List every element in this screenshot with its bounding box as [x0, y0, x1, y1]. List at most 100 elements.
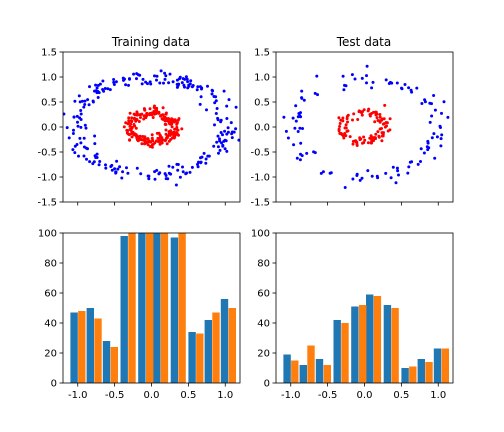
test-scatter-point [394, 181, 398, 185]
test-scatter-point [293, 126, 297, 130]
train-scatter-point [128, 111, 132, 115]
train-scatter-point [79, 141, 83, 145]
train-scatter-point [139, 138, 143, 142]
train-scatter-point [214, 95, 218, 99]
train-scatter-marks [63, 69, 240, 187]
test-hist-bar [409, 366, 417, 383]
test-scatter-point [403, 83, 407, 86]
train-scatter-point [178, 175, 182, 179]
test-scatter-ytick-label: -0.5 [250, 148, 270, 159]
train-scatter-point [77, 154, 80, 158]
train-scatter-point [127, 119, 131, 123]
train-scatter-point [219, 131, 223, 134]
train-scatter-point [151, 142, 155, 146]
train-scatter-point [135, 166, 139, 170]
train-scatter-point [96, 96, 100, 99]
test-scatter-point [298, 126, 302, 130]
train-scatter-point [214, 112, 218, 115]
test-scatter-point [362, 135, 366, 139]
train-scatter-point [223, 129, 227, 133]
train-scatter-point [167, 139, 171, 143]
train-hist-bar [102, 341, 111, 383]
test-hist-bar [417, 359, 425, 383]
train-hist-xtick-label: 0.0 [144, 390, 160, 401]
test-scatter-point [360, 113, 364, 117]
test-scatter-point [388, 80, 392, 84]
test-hist-bar [425, 362, 433, 383]
train-scatter-point [232, 130, 236, 134]
test-scatter-point [371, 80, 375, 84]
test-scatter-point [301, 127, 304, 130]
train-scatter-point [226, 126, 230, 130]
test-scatter-point [427, 146, 431, 150]
train-scatter-point [163, 122, 167, 126]
train-scatter-point [175, 125, 179, 129]
test-hist-bar [366, 294, 374, 383]
train-scatter-point [82, 136, 86, 140]
train-scatter-point [113, 167, 117, 171]
test-scatter-point [305, 151, 309, 155]
train-scatter-point [75, 143, 79, 146]
test-scatter-point [358, 136, 362, 140]
test-scatter-point [446, 115, 450, 119]
test-scatter-point [380, 134, 384, 138]
train-scatter-point [114, 171, 118, 175]
train-scatter-point [140, 142, 144, 146]
train-scatter-point [104, 166, 108, 170]
train-scatter-point [91, 162, 95, 166]
test-scatter-point [368, 136, 372, 140]
train-hist-bar [188, 332, 196, 383]
test-scatter-point [395, 81, 399, 85]
train-scatter-point [210, 92, 214, 96]
train-scatter-point [146, 137, 149, 141]
train-scatter-point [227, 98, 231, 102]
test-scatter-point [423, 100, 427, 104]
train-scatter-point [237, 138, 240, 142]
test-scatter-point [380, 118, 384, 122]
test-scatter-point [406, 171, 410, 175]
train-scatter-point [109, 165, 113, 168]
train-scatter-ytick-label: -1.0 [37, 173, 57, 184]
train-scatter-point [220, 141, 223, 145]
train-scatter-point [125, 166, 128, 170]
train-scatter-point [143, 140, 147, 144]
test-scatter-point [407, 165, 411, 169]
train-scatter-point [184, 172, 188, 176]
train-scatter-point [184, 75, 188, 79]
train-scatter-point [84, 146, 88, 150]
test-hist-ytick-label: 100 [251, 229, 270, 240]
test-scatter-point [432, 132, 436, 136]
test-hist-marks [283, 294, 449, 383]
train-hist-bar [212, 312, 220, 383]
train-scatter-point [139, 116, 142, 119]
train-scatter-point [93, 154, 97, 158]
train-scatter-ytick-label: 0.0 [41, 123, 57, 134]
train-scatter-point [223, 147, 227, 151]
train-scatter-point [73, 99, 77, 103]
test-scatter-point [439, 144, 443, 148]
train-scatter-point [132, 72, 136, 76]
test-scatter-point [341, 116, 345, 120]
train-scatter-point [127, 121, 131, 125]
train-scatter-point [205, 108, 208, 112]
test-scatter-point [370, 137, 374, 141]
train-scatter-point [163, 118, 167, 122]
train-scatter-point [135, 111, 139, 115]
train-scatter-point [155, 168, 159, 172]
test-scatter-point [345, 117, 349, 121]
train-scatter-point [165, 142, 169, 146]
test-scatter-point [296, 115, 300, 119]
train-scatter-point [147, 177, 151, 181]
test-scatter-point [439, 137, 443, 141]
test-scatter-point [300, 154, 304, 158]
test-scatter-point [375, 116, 379, 120]
train-scatter-point [162, 81, 165, 85]
test-hist-bar [307, 345, 315, 383]
train-scatter-point [143, 135, 147, 139]
test-scatter-point [373, 136, 377, 140]
train-scatter-ytick-label: 1.5 [41, 48, 57, 59]
test-scatter-point [388, 128, 392, 132]
train-scatter-point [147, 174, 151, 178]
test-scatter-point [343, 186, 347, 189]
train-scatter-point [71, 132, 75, 135]
